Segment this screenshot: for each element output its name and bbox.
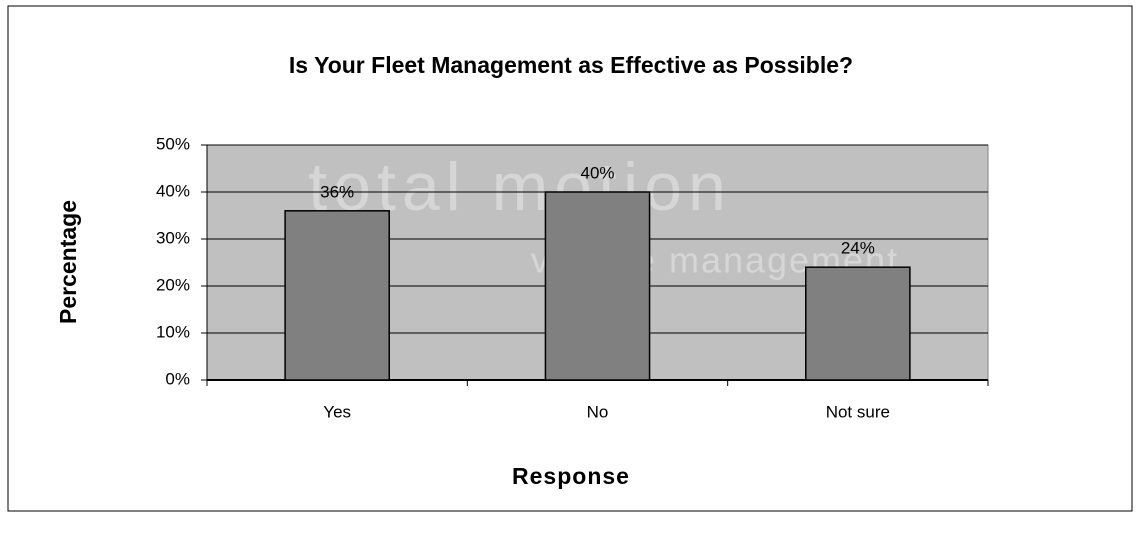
data-label: 40%	[580, 163, 614, 182]
y-tick-label: 0%	[165, 369, 190, 388]
y-tick-label: 50%	[156, 134, 190, 153]
x-tick-label: No	[587, 402, 609, 421]
data-label: 36%	[320, 182, 354, 201]
bar	[805, 266, 911, 381]
x-axis-label: Response	[512, 463, 630, 489]
y-tick-label: 20%	[156, 275, 190, 294]
chart-title: Is Your Fleet Management as Effective as…	[289, 52, 853, 78]
bar	[544, 191, 651, 381]
y-tick-label: 40%	[156, 181, 190, 200]
y-tick-label: 30%	[156, 228, 190, 247]
x-tick-label: Not sure	[826, 402, 890, 421]
data-label: 24%	[841, 239, 875, 258]
y-tick-label: 10%	[156, 322, 190, 341]
y-axis-label: Percentage	[55, 200, 81, 324]
bar	[284, 210, 390, 381]
x-tick-label: Yes	[323, 402, 351, 421]
